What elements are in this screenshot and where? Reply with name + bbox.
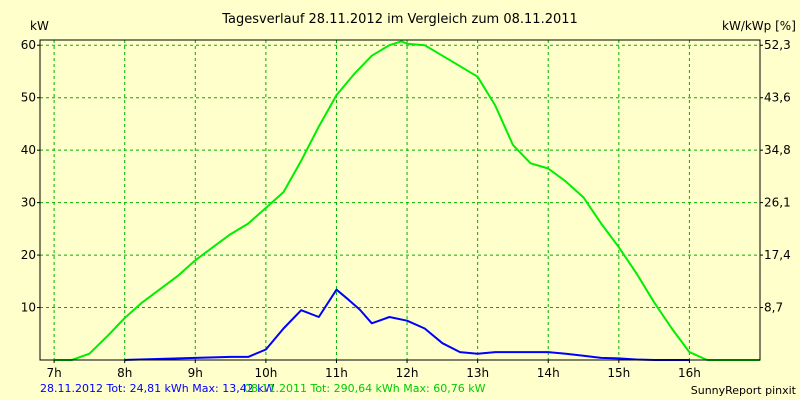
- x-axis-tick-label: 9h: [188, 366, 203, 380]
- right-axis-ticks: 8,7 17,4 26,1 34,8 43,6 52,3: [760, 38, 791, 315]
- left-axis-ticks: 10 20 30 40 50 60: [21, 38, 40, 315]
- right-axis-tick-label: 8,7: [764, 301, 783, 315]
- legend-2011-text: 08.11.2011 Tot: 290,64 kWh Max: 60,76 kW: [244, 382, 486, 395]
- x-axis-tick-label: 7h: [46, 366, 61, 380]
- left-axis-tick-label: 10: [21, 301, 36, 315]
- left-axis-tick-label: 50: [21, 91, 36, 105]
- right-axis-tick-label: 17,4: [764, 248, 791, 262]
- plot-frame: [39, 39, 761, 361]
- x-axis-tick-label: 15h: [607, 366, 630, 380]
- x-axis-tick-label: 10h: [254, 366, 277, 380]
- right-axis-unit-label: kW/kWp [%]: [722, 19, 796, 33]
- x-axis-tick-label: 16h: [678, 366, 701, 380]
- x-axis-tick-label: 13h: [466, 366, 489, 380]
- legend-2012-text: 28.11.2012 Tot: 24,81 kWh Max: 13,42 kW: [40, 382, 275, 395]
- right-axis-tick-label: 34,8: [764, 143, 791, 157]
- x-axis-tick-label: 11h: [325, 366, 348, 380]
- left-axis-tick-label: 20: [21, 248, 36, 262]
- series_2011-line: [54, 40, 760, 361]
- left-axis-tick-label: 60: [21, 38, 36, 52]
- right-axis-tick-label: 52,3: [764, 38, 791, 52]
- grid-lines: [40, 40, 760, 360]
- right-axis-tick-label: 43,6: [764, 91, 791, 105]
- left-axis-tick-label: 40: [21, 143, 36, 157]
- series_2012-line: [124, 288, 690, 361]
- series-lines: [54, 40, 760, 361]
- left-axis-unit-label: kW: [30, 19, 49, 33]
- credit-text: SunnyReport pinxit: [691, 384, 797, 397]
- x-axis-tick-label: 14h: [537, 366, 560, 380]
- chart-title: Tagesverlauf 28.11.2012 im Vergleich zum…: [221, 12, 578, 27]
- x-axis-tick-label: 12h: [396, 366, 419, 380]
- right-axis-tick-label: 26,1: [764, 196, 791, 210]
- x-axis-ticks: 7h 8h 9h 10h 11h 12h 13h 14h 15h 16h: [46, 360, 701, 380]
- x-axis-tick-label: 8h: [117, 366, 132, 380]
- left-axis-tick-label: 30: [21, 196, 36, 210]
